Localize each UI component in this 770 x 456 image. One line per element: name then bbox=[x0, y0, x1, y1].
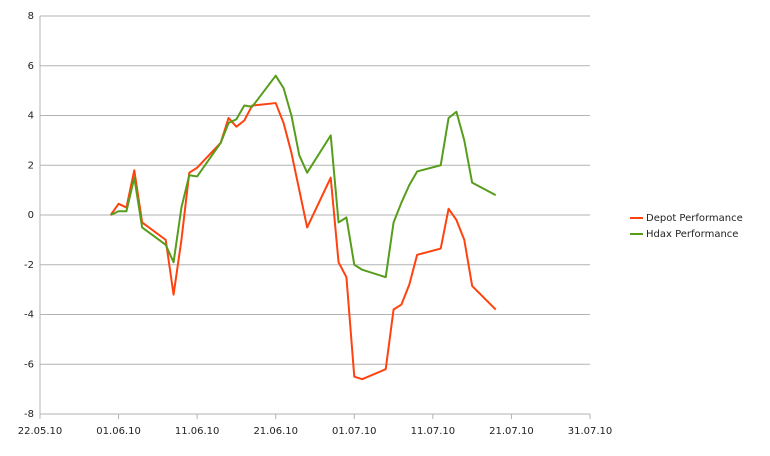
y-tick-label: 2 bbox=[28, 160, 34, 171]
x-tick-label: 31.07.10 bbox=[568, 426, 613, 437]
y-tick-label: -8 bbox=[24, 409, 34, 420]
x-tick-label: 01.06.10 bbox=[96, 426, 141, 437]
x-tick-label: 11.07.10 bbox=[411, 426, 456, 437]
x-tick-label: 21.06.10 bbox=[253, 426, 298, 437]
legend-label: Hdax Performance bbox=[646, 229, 738, 240]
data-line bbox=[109, 102, 497, 381]
y-tick-label: -4 bbox=[24, 310, 34, 321]
y-tick-label: 6 bbox=[28, 61, 34, 72]
x-tick-label: 22.05.10 bbox=[18, 426, 63, 437]
y-tick-label: -6 bbox=[24, 359, 34, 370]
y-tick-label: -2 bbox=[24, 260, 34, 271]
x-tick-label: 21.07.10 bbox=[489, 426, 534, 437]
data-line bbox=[110, 74, 497, 279]
x-tick-label: 11.06.10 bbox=[175, 426, 220, 437]
legend-label: Depot Performance bbox=[646, 213, 743, 224]
y-tick-label: 4 bbox=[28, 111, 34, 122]
y-tick-label: 8 bbox=[28, 11, 34, 22]
x-tick-label: 01.07.10 bbox=[332, 426, 377, 437]
y-tick-label: 0 bbox=[28, 210, 34, 221]
